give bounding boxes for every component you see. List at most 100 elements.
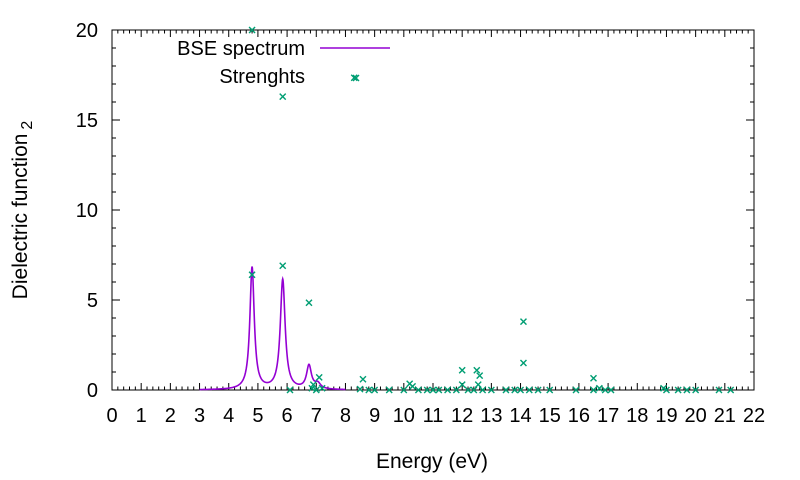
strength-marker bbox=[546, 386, 554, 394]
series-layer bbox=[199, 26, 735, 394]
strength-marker bbox=[312, 386, 320, 394]
y-axis-label-main: Dielectric function bbox=[9, 134, 32, 300]
strength-marker-stroke bbox=[470, 386, 478, 394]
strength-marker bbox=[309, 381, 317, 389]
strength-marker bbox=[458, 366, 466, 374]
x-tick-label: 16 bbox=[568, 405, 590, 427]
strength-marker-stroke bbox=[517, 386, 525, 394]
strength-marker-stroke bbox=[423, 386, 431, 394]
y-tick-label: 10 bbox=[76, 200, 98, 222]
strength-marker bbox=[248, 26, 256, 34]
x-tick-label: 21 bbox=[714, 405, 736, 427]
strength-marker bbox=[470, 386, 478, 394]
x-tick-label: 20 bbox=[685, 405, 707, 427]
strength-marker bbox=[474, 381, 482, 389]
strength-marker-stroke bbox=[356, 385, 364, 393]
strength-marker bbox=[435, 386, 443, 394]
strength-marker-stroke bbox=[590, 374, 597, 382]
x-tick-label: 0 bbox=[106, 405, 117, 427]
strength-marker bbox=[487, 386, 495, 394]
strength-marker-stroke bbox=[315, 373, 323, 381]
strength-marker bbox=[359, 375, 367, 383]
strength-marker-stroke bbox=[279, 93, 287, 101]
strength-marker-stroke bbox=[365, 386, 373, 394]
x-tick-label: 2 bbox=[165, 405, 176, 427]
strength-marker bbox=[662, 386, 670, 394]
strength-marker-stroke bbox=[519, 318, 527, 326]
x-tick-label: 18 bbox=[626, 405, 648, 427]
bse-spectrum-line bbox=[199, 266, 346, 391]
strength-marker bbox=[315, 373, 323, 381]
strength-marker bbox=[423, 386, 431, 394]
legend-label: Strenghts bbox=[219, 66, 305, 88]
x-tick-label: 19 bbox=[655, 405, 677, 427]
strength-marker bbox=[365, 386, 373, 394]
strength-marker-stroke bbox=[309, 381, 317, 389]
strength-marker-stroke bbox=[683, 386, 691, 394]
strength-marker-stroke bbox=[590, 386, 597, 394]
x-tick-label: 17 bbox=[597, 405, 619, 427]
strength-marker-stroke bbox=[371, 386, 379, 394]
strength-marker bbox=[590, 374, 597, 382]
strength-marker-stroke bbox=[572, 386, 580, 394]
strength-marker-stroke bbox=[519, 359, 527, 367]
strength-marker bbox=[429, 386, 437, 394]
x-tick-label: 3 bbox=[194, 405, 205, 427]
strength-marker-stroke bbox=[458, 381, 466, 389]
y-axis-label: Dielectric function 2 bbox=[9, 121, 36, 300]
x-tick-label: 4 bbox=[223, 405, 234, 427]
strength-marker-stroke bbox=[286, 386, 294, 394]
strength-marker-stroke bbox=[607, 386, 615, 394]
strength-marker bbox=[248, 271, 256, 279]
strength-marker bbox=[473, 366, 481, 374]
x-tick-label: 13 bbox=[480, 405, 502, 427]
strength-marker-stroke bbox=[400, 386, 408, 394]
x-tick-label: 7 bbox=[311, 405, 322, 427]
strength-marker bbox=[525, 386, 533, 394]
strength-marker bbox=[414, 386, 422, 394]
strength-marker-stroke bbox=[305, 299, 313, 307]
y-tick-label: 20 bbox=[76, 20, 98, 42]
axis-ticks: 0 1 2 3 4 5 6 7 8 9 10 11 12 13 14 15 16 17 18 19 20 21 220510… bbox=[76, 20, 765, 427]
strength-marker-stroke bbox=[601, 386, 609, 394]
strength-marker bbox=[400, 386, 408, 394]
y-axis-label-subscript: 2 bbox=[19, 121, 36, 130]
x-tick-label: 10 bbox=[393, 405, 415, 427]
legend-label: BSE spectrum bbox=[177, 38, 305, 60]
strength-marker-stroke bbox=[476, 372, 484, 380]
strength-marker bbox=[595, 384, 603, 392]
strength-marker-stroke bbox=[308, 384, 316, 392]
strength-marker bbox=[476, 372, 484, 380]
strength-marker bbox=[715, 386, 723, 394]
strength-marker bbox=[356, 385, 364, 393]
strength-marker bbox=[464, 386, 472, 394]
strength-marker bbox=[572, 386, 580, 394]
x-tick-label: 8 bbox=[340, 405, 351, 427]
x-tick-label: 22 bbox=[743, 405, 765, 427]
strength-marker-stroke bbox=[318, 384, 326, 392]
strength-marker bbox=[517, 386, 525, 394]
strength-marker-stroke bbox=[727, 386, 735, 394]
legend-marker-stroke bbox=[352, 74, 360, 82]
strength-marker bbox=[279, 93, 287, 101]
strengths-markers bbox=[248, 26, 735, 394]
strength-marker-stroke bbox=[359, 375, 367, 383]
x-tick-label: 14 bbox=[509, 405, 531, 427]
x-tick-label: 9 bbox=[369, 405, 380, 427]
strength-marker-stroke bbox=[248, 271, 256, 279]
strength-marker bbox=[502, 386, 510, 394]
strength-marker-stroke bbox=[312, 386, 320, 394]
strength-marker bbox=[534, 386, 542, 394]
plot-frame bbox=[111, 29, 755, 391]
strength-marker bbox=[683, 386, 691, 394]
strength-marker bbox=[452, 386, 460, 394]
strength-marker bbox=[444, 386, 452, 394]
strength-marker-stroke bbox=[435, 386, 443, 394]
strength-marker-stroke bbox=[502, 386, 510, 394]
strength-marker bbox=[727, 386, 735, 394]
strength-marker bbox=[607, 386, 615, 394]
strength-marker-stroke bbox=[660, 384, 668, 392]
strength-marker-stroke bbox=[692, 386, 700, 394]
legend: BSE spectrum Strenghts bbox=[177, 38, 390, 88]
strength-marker bbox=[371, 386, 379, 394]
